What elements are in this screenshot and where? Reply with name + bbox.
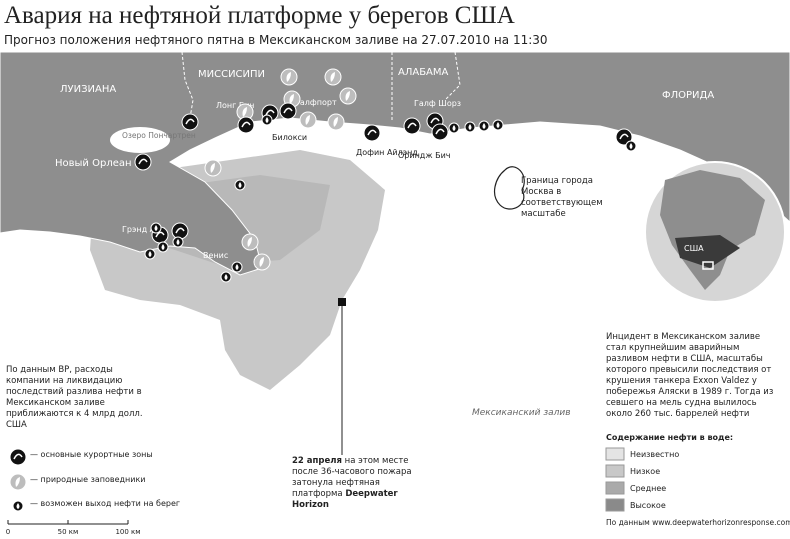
scale-label: 100 км bbox=[115, 528, 140, 536]
land bbox=[0, 51, 790, 276]
oil-drop bbox=[452, 125, 456, 131]
oil-drop bbox=[16, 503, 20, 509]
state-label: ЛУИЗИАНА bbox=[60, 84, 116, 95]
resort-swirl bbox=[265, 109, 275, 116]
oil-drop bbox=[265, 117, 269, 123]
reserve-leaf bbox=[305, 115, 310, 125]
oil-swatch bbox=[605, 464, 625, 478]
legend-label: — основные курортные зоны bbox=[30, 450, 153, 459]
scale-label: 50 км bbox=[58, 528, 79, 536]
state-label: АЛАБАМА bbox=[398, 67, 449, 78]
oil-swatch bbox=[605, 498, 625, 512]
reserve-leaf bbox=[210, 163, 215, 173]
place-label: Озеро Пончартрен bbox=[122, 131, 196, 140]
lake bbox=[110, 127, 170, 153]
place-label: Грэнд Айл bbox=[122, 225, 165, 234]
place-label: Галфпорт bbox=[295, 98, 337, 107]
resort-icon bbox=[403, 117, 421, 135]
place-label: Венис bbox=[203, 251, 228, 260]
reserve-leaf bbox=[289, 94, 294, 104]
resort-swirl bbox=[155, 231, 165, 238]
resort-swirl bbox=[138, 158, 148, 165]
moscow-outline bbox=[493, 166, 525, 210]
oil-drop bbox=[468, 124, 472, 130]
oil-drop bbox=[224, 274, 228, 280]
resort-icon bbox=[181, 113, 199, 131]
resort-icon bbox=[431, 123, 449, 141]
oil-swatch bbox=[605, 481, 625, 495]
oil-drop bbox=[629, 143, 633, 149]
source: По данным www.deepwaterhorizonresponse.c… bbox=[606, 518, 790, 527]
state-border bbox=[444, 51, 461, 101]
resort-swirl bbox=[407, 122, 417, 129]
place-label: Лонг Бич bbox=[216, 101, 254, 110]
oil-legend-label: Высокое bbox=[630, 501, 666, 510]
sea-label: Мексиканский залив bbox=[472, 408, 571, 418]
oil-drop bbox=[235, 264, 239, 270]
legend-label: — возможен выход нефти на берег bbox=[30, 499, 180, 508]
state-label: ФЛОРИДА bbox=[662, 90, 714, 101]
oil-drop bbox=[161, 244, 165, 250]
resort-icon bbox=[237, 116, 255, 134]
callout-date: 22 апреля bbox=[292, 456, 342, 466]
resort-icon bbox=[9, 448, 27, 466]
title: Авария на нефтяной платформе у берегов С… bbox=[4, 2, 515, 29]
resort-icon bbox=[363, 124, 381, 142]
oil-legend-title: Содержание нефти в воде: bbox=[606, 433, 733, 442]
globe-usa bbox=[675, 235, 740, 268]
resort-swirl bbox=[185, 118, 195, 125]
resort-swirl bbox=[175, 227, 185, 234]
bp-note: По данным BP, расходы компании на ликвид… bbox=[6, 365, 143, 430]
oil-drop bbox=[176, 239, 180, 245]
resort-swirl bbox=[283, 107, 293, 114]
resort-swirl bbox=[430, 117, 440, 124]
oil-drop bbox=[238, 182, 242, 188]
reserve-leaf bbox=[242, 107, 247, 117]
oil-drop bbox=[154, 225, 158, 231]
place-label: Новый Орлеан bbox=[55, 158, 132, 169]
place-label: Дофин Айлэнд bbox=[356, 148, 418, 157]
state-label: МИССИСИПИ bbox=[198, 69, 265, 80]
oil-legend-label: Неизвестно bbox=[630, 450, 679, 459]
resort-swirl bbox=[435, 128, 445, 135]
reserve-leaf bbox=[330, 72, 335, 82]
scale-label: 0 bbox=[6, 528, 10, 536]
resort-icon bbox=[134, 153, 152, 171]
reserve-leaf bbox=[333, 117, 338, 127]
icons bbox=[9, 68, 637, 512]
resort-icon bbox=[279, 102, 297, 120]
place-label: США bbox=[684, 244, 704, 253]
resort-icon bbox=[171, 222, 189, 240]
platform-marker bbox=[338, 298, 346, 306]
reserve-leaf bbox=[345, 91, 350, 101]
place-label: Галф Шорз bbox=[414, 99, 461, 108]
resort-swirl bbox=[241, 121, 251, 128]
reserve-leaf bbox=[15, 477, 20, 487]
resort-swirl bbox=[619, 133, 629, 140]
callout: 22 апреля на этом месте после 36-часовог… bbox=[292, 456, 422, 511]
place-label: Ориндж Бич bbox=[398, 151, 451, 160]
oil-drop bbox=[496, 122, 500, 128]
place-label: Билокси bbox=[272, 133, 307, 142]
oil-legend-label: Низкое bbox=[630, 467, 660, 476]
globe-frame bbox=[702, 261, 714, 270]
oil-swatch bbox=[605, 447, 625, 461]
moscow-note: Граница города Москва в соответствующем … bbox=[521, 176, 603, 219]
reserve-leaf bbox=[247, 237, 252, 247]
resort-icon bbox=[615, 128, 633, 146]
legend-label: — природные заповедники bbox=[30, 475, 145, 484]
oil-drop bbox=[148, 251, 152, 257]
resort-swirl bbox=[367, 129, 377, 136]
reserve-leaf bbox=[259, 257, 264, 267]
oil-drop bbox=[482, 123, 486, 129]
subtitle: Прогноз положения нефтяного пятна в Мекс… bbox=[4, 33, 548, 47]
resort-swirl bbox=[13, 453, 23, 460]
reserve-leaf bbox=[286, 72, 291, 82]
callout-name: Deepwater Horizon bbox=[292, 489, 398, 510]
callout-text: на этом месте после 36-часового пожара з… bbox=[292, 456, 412, 499]
incident-note: Инцидент в Мексиканском заливе стал круп… bbox=[606, 332, 774, 419]
oil-legend-label: Среднее bbox=[630, 484, 666, 493]
